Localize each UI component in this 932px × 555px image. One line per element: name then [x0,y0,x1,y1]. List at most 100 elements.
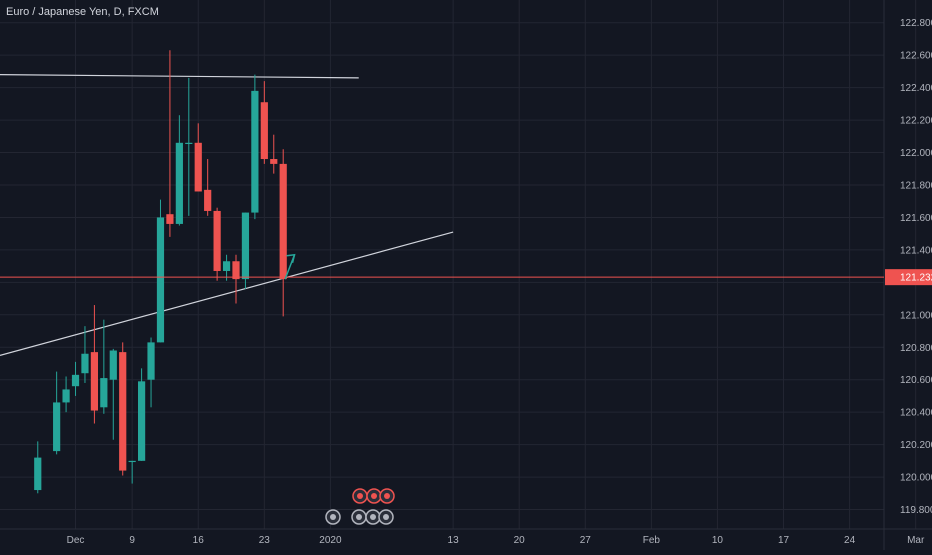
price-axis-label: 120.200 [900,440,932,451]
candle-body [194,142,202,192]
event-marker-icon[interactable] [366,488,382,504]
candle-body [109,350,117,380]
candle-body [100,378,108,408]
candle-body [128,460,136,463]
trendline-support[interactable] [0,231,454,356]
time-axis-label: 10 [712,535,724,546]
price-axis-label: 121.800 [900,180,932,191]
event-marker-icon[interactable] [379,488,395,504]
event-marker-dot [371,493,377,499]
candle-body [222,261,231,271]
candle-body [232,261,240,280]
grid [0,0,917,529]
candle [232,254,240,304]
arrow-head[interactable] [286,253,296,263]
candle [156,199,165,343]
time-axis-label: 2020 [319,535,342,546]
symbol-title: Euro / Japanese Yen, D, FXCM [6,6,159,18]
candle-body [34,457,42,491]
candle [213,207,221,281]
time-axis-label: 9 [129,535,135,546]
candle-body [260,102,268,160]
price-axis-label: 122.000 [900,148,932,159]
candle-body [270,159,278,164]
time-axis-label: 17 [778,535,790,546]
candle [109,348,117,440]
price-axis-labels: 119.800 120.000 120.200 120.400 120.600 120.8… [900,18,932,516]
event-marker-icon[interactable] [352,488,368,504]
time-axis-label: 13 [448,535,460,546]
event-markers[interactable] [325,488,395,525]
price-axis-label: 120.600 [900,375,932,386]
candle-body [185,142,193,144]
price-axis-label: 122.600 [900,51,932,62]
event-marker-icon[interactable] [325,509,341,525]
time-axis-label: 20 [514,535,526,546]
candle [53,371,61,455]
candle [138,368,146,461]
candle-body [251,90,259,213]
event-marker-dot [330,514,336,520]
candle-body [279,163,287,280]
price-axis-label: 121.600 [900,213,932,224]
time-axis-label: 23 [259,535,271,546]
event-marker-dot [370,514,376,520]
price-axis-label: 121.400 [900,245,932,256]
time-axis-label: Dec [67,535,85,546]
candle [260,81,268,164]
time-axis-labels: Dec 9 16 23 2020 13 20 27 Feb 10 17 24 Mar [67,535,925,546]
trendlines[interactable] [0,74,454,356]
candle [270,134,278,174]
price-axis-label: 120.800 [900,343,932,354]
candle [128,460,136,484]
candle [194,123,202,192]
candle-body [90,352,98,411]
candle [204,159,212,216]
candle [241,212,250,289]
trendline-resistance[interactable] [0,74,359,79]
candle-body [166,214,174,224]
event-marker-dot [384,493,390,499]
candle-body [119,352,127,471]
candles [34,50,287,494]
price-axis-label: 122.400 [900,83,932,94]
candle [222,254,231,281]
arrow-drawing[interactable] [284,253,296,280]
time-axis-label: Feb [643,535,661,546]
candle-body [81,353,89,374]
time-axis-label: 24 [844,535,856,546]
current-price-label-bg [885,269,932,286]
event-marker-dot [383,514,389,520]
candle-body [138,381,146,461]
current-price-label-text: 121.232 [900,273,932,284]
candle-body [241,212,250,280]
candle [100,319,108,414]
event-marker-icon[interactable] [378,509,394,525]
price-axis-label: 119.800 [900,505,932,516]
candle [71,361,80,396]
event-marker-dot [356,514,362,520]
current-price-label: 121.232 [885,269,932,286]
time-axis-label: 16 [193,535,205,546]
event-marker-icon[interactable] [365,509,381,525]
candle [90,305,98,424]
candle [34,441,42,494]
candle [119,342,127,476]
candle [175,115,183,226]
event-marker-icon[interactable] [351,509,367,525]
candle [81,326,89,383]
candle [166,50,174,237]
price-axis-label: 121.000 [900,310,932,321]
candle-body [175,142,183,224]
candle [147,337,155,408]
price-axis-label: 122.800 [900,18,932,29]
candle [185,77,193,216]
candle [279,149,287,317]
candle-body [156,217,165,343]
candle-body [53,402,61,452]
time-axis-label: 27 [580,535,592,546]
